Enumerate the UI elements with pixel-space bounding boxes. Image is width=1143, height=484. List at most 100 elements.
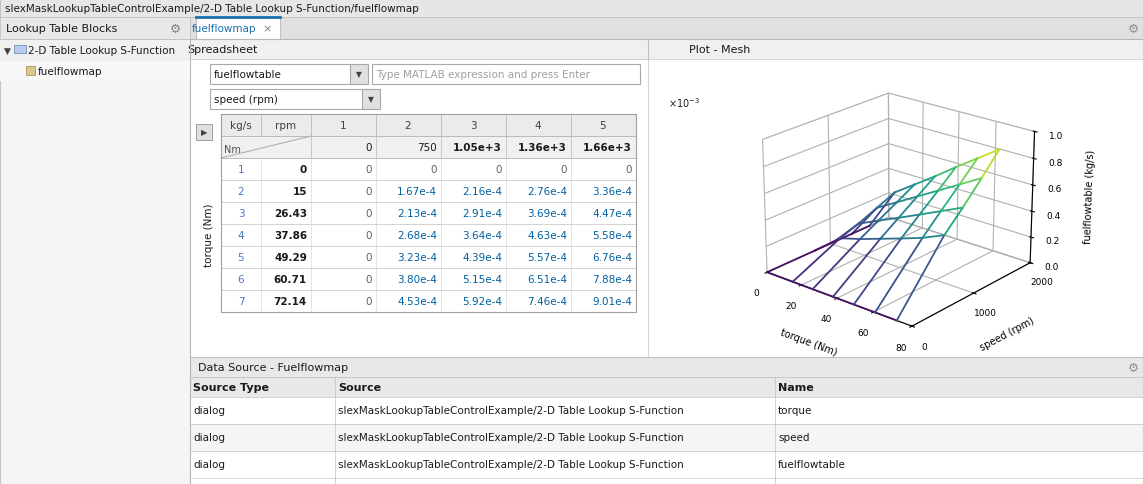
Bar	[0, 0, 1143, 18]
Text: Name: Name	[778, 382, 814, 392]
Bar	[221, 159, 636, 181]
Text: Source: Source	[338, 382, 381, 392]
Text: 5: 5	[600, 121, 606, 131]
Text: 9.01e-4: 9.01e-4	[592, 296, 632, 306]
Text: torque (Nm): torque (Nm)	[203, 203, 214, 266]
Text: Type MATLAB expression and press Enter: Type MATLAB expression and press Enter	[376, 70, 590, 80]
Text: ▼: ▼	[3, 46, 11, 55]
Text: 37.86: 37.86	[274, 230, 307, 241]
Text: 0: 0	[366, 230, 371, 241]
Text: 3: 3	[470, 121, 477, 131]
Bar	[350, 65, 368, 85]
Text: 0: 0	[366, 274, 371, 285]
Text: 5.92e-4: 5.92e-4	[462, 296, 502, 306]
Text: slexMaskLookupTableControlExample/2-D Table Lookup S-Function: slexMaskLookupTableControlExample/2-D Ta…	[338, 405, 684, 415]
Text: 4.39e-4: 4.39e-4	[462, 253, 502, 262]
Bar	[221, 181, 636, 203]
Text: ▶: ▶	[201, 128, 207, 137]
Text: 0: 0	[299, 165, 307, 175]
Text: Data Source - Fuelflowmap: Data Source - Fuelflowmap	[198, 362, 349, 372]
Text: 2.68e-4: 2.68e-4	[397, 230, 437, 241]
Bar	[221, 225, 636, 246]
Text: 0: 0	[560, 165, 567, 175]
Text: 2-D Table Lookup S-Function: 2-D Table Lookup S-Function	[27, 46, 175, 56]
Bar	[221, 290, 636, 312]
Text: 26.43: 26.43	[274, 209, 307, 219]
Text: Plot - Mesh: Plot - Mesh	[689, 45, 751, 55]
Text: 0: 0	[431, 165, 437, 175]
Text: speed: speed	[778, 432, 809, 442]
Text: slexMaskLookupTableControlExample/2-D Table Lookup S-Function/fuelflowmap: slexMaskLookupTableControlExample/2-D Ta…	[5, 4, 418, 14]
Text: 1.36e+3: 1.36e+3	[518, 143, 567, 152]
Text: 2: 2	[405, 121, 411, 131]
Bar	[190, 40, 1143, 60]
Text: ▼: ▼	[357, 70, 362, 79]
Text: ⚙: ⚙	[1127, 22, 1138, 35]
Text: 5: 5	[238, 253, 245, 262]
Bar	[221, 115, 636, 312]
Text: ⚙: ⚙	[169, 22, 181, 35]
Bar	[26, 67, 35, 76]
Text: 5.15e-4: 5.15e-4	[462, 274, 502, 285]
Bar	[371, 65, 640, 85]
Text: 0: 0	[366, 187, 371, 197]
Bar	[311, 136, 636, 159]
Bar	[362, 90, 379, 110]
Bar	[221, 203, 636, 225]
Text: 60.71: 60.71	[274, 274, 307, 285]
Text: 0: 0	[625, 165, 632, 175]
Bar	[195, 18, 280, 40]
X-axis label: torque (Nm): torque (Nm)	[780, 327, 838, 357]
Bar	[0, 40, 190, 62]
Bar	[190, 357, 1143, 377]
Bar	[195, 125, 211, 141]
Text: Spreadsheet: Spreadsheet	[186, 45, 257, 55]
Text: 3.64e-4: 3.64e-4	[462, 230, 502, 241]
Bar	[0, 18, 190, 484]
Text: speed (rpm): speed (rpm)	[214, 95, 278, 105]
Text: 4: 4	[535, 121, 542, 131]
Text: Lookup Table Blocks: Lookup Table Blocks	[6, 24, 118, 34]
Text: 4.63e-4: 4.63e-4	[527, 230, 567, 241]
Text: kg/s: kg/s	[230, 121, 251, 131]
Bar	[14, 46, 26, 54]
Text: 2.13e-4: 2.13e-4	[397, 209, 437, 219]
Bar	[221, 115, 636, 136]
Text: 4.53e-4: 4.53e-4	[397, 296, 437, 306]
Text: 1: 1	[339, 121, 346, 131]
Text: torque: torque	[778, 405, 813, 415]
Text: 4.47e-4: 4.47e-4	[592, 209, 632, 219]
Text: 7.88e-4: 7.88e-4	[592, 274, 632, 285]
Text: 0: 0	[366, 143, 371, 152]
Text: 3.23e-4: 3.23e-4	[397, 253, 437, 262]
Text: 72.14: 72.14	[274, 296, 307, 306]
Text: 3.69e-4: 3.69e-4	[527, 209, 567, 219]
Text: 1.05e+3: 1.05e+3	[453, 143, 502, 152]
Bar	[221, 136, 311, 159]
Text: $\times10^{-3}$: $\times10^{-3}$	[668, 96, 701, 110]
Text: 3: 3	[238, 209, 245, 219]
Text: 7.46e-4: 7.46e-4	[527, 296, 567, 306]
Text: fuelflowmap: fuelflowmap	[192, 24, 256, 34]
Text: 0: 0	[366, 165, 371, 175]
Text: rpm: rpm	[275, 121, 296, 131]
Bar	[190, 18, 1143, 484]
Text: 6.76e-4: 6.76e-4	[592, 253, 632, 262]
Text: 2: 2	[238, 187, 245, 197]
Text: fuelflowtable: fuelflowtable	[214, 70, 282, 80]
Text: 15: 15	[293, 187, 307, 197]
Text: 2.91e-4: 2.91e-4	[462, 209, 502, 219]
Text: 0: 0	[366, 296, 371, 306]
Bar	[210, 90, 370, 110]
Bar	[190, 40, 1143, 484]
Text: 0: 0	[366, 209, 371, 219]
Text: dialog: dialog	[193, 405, 225, 415]
Text: 4: 4	[238, 230, 245, 241]
Text: slexMaskLookupTableControlExample/2-D Table Lookup S-Function: slexMaskLookupTableControlExample/2-D Ta…	[338, 432, 684, 442]
Text: 0: 0	[366, 253, 371, 262]
Bar	[210, 65, 358, 85]
Text: dialog: dialog	[193, 459, 225, 469]
Bar	[0, 62, 190, 82]
Text: slexMaskLookupTableControlExample/2-D Table Lookup S-Function: slexMaskLookupTableControlExample/2-D Ta…	[338, 459, 684, 469]
Text: 7: 7	[238, 296, 245, 306]
